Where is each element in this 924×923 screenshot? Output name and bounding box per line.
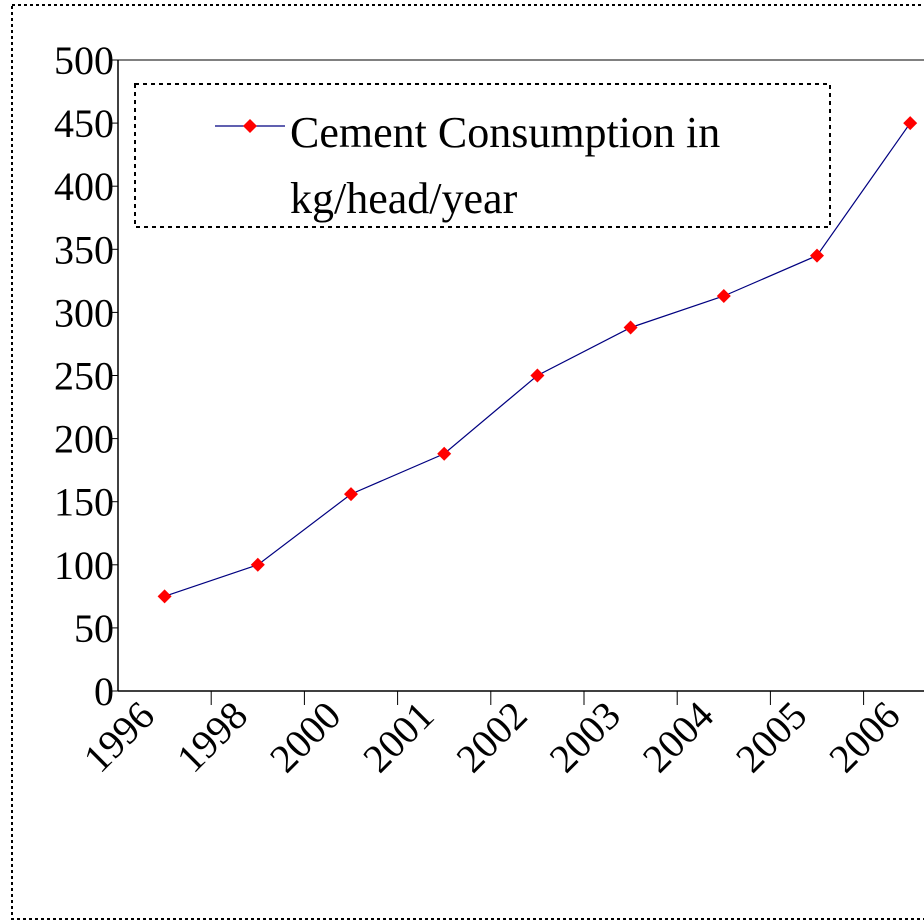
y-tick-label: 300: [54, 290, 114, 335]
y-tick-label: 450: [54, 101, 114, 146]
x-tick-label: 2003: [541, 693, 629, 781]
y-tick-label: 200: [54, 417, 114, 462]
y-tick-label: 400: [54, 164, 114, 209]
y-tick-label: 150: [54, 480, 114, 525]
x-tick-label: 2002: [447, 693, 535, 781]
marker: [623, 320, 638, 335]
marker: [344, 487, 358, 502]
x-tick-label: 2001: [354, 693, 442, 781]
y-tick-label: 250: [54, 354, 114, 399]
y-tick-label: 0: [94, 669, 114, 714]
x-tick-label: 2004: [634, 693, 722, 781]
y-tick-label: 350: [54, 227, 114, 272]
x-tick-label: 1998: [168, 693, 256, 781]
legend-box: [134, 83, 831, 228]
marker: [810, 248, 824, 263]
frame: [11, 4, 924, 920]
marker: [437, 446, 452, 461]
legend-marker: [243, 119, 257, 133]
x-tick-label: 2000: [261, 693, 349, 781]
marker: [716, 288, 731, 303]
marker: [903, 116, 918, 131]
x-tick-label: 2006: [820, 693, 908, 781]
y-tick-label: 100: [54, 543, 114, 588]
y-tick-label: 500: [54, 38, 114, 83]
marker: [157, 589, 172, 604]
x-tick-label: 2005: [727, 693, 815, 781]
marker: [250, 557, 265, 572]
x-tick-label: 1996: [75, 693, 163, 781]
y-tick-label: 50: [74, 606, 114, 651]
marker: [530, 368, 545, 383]
legend-label: Cement Consumption in kg/head/year: [290, 108, 721, 223]
